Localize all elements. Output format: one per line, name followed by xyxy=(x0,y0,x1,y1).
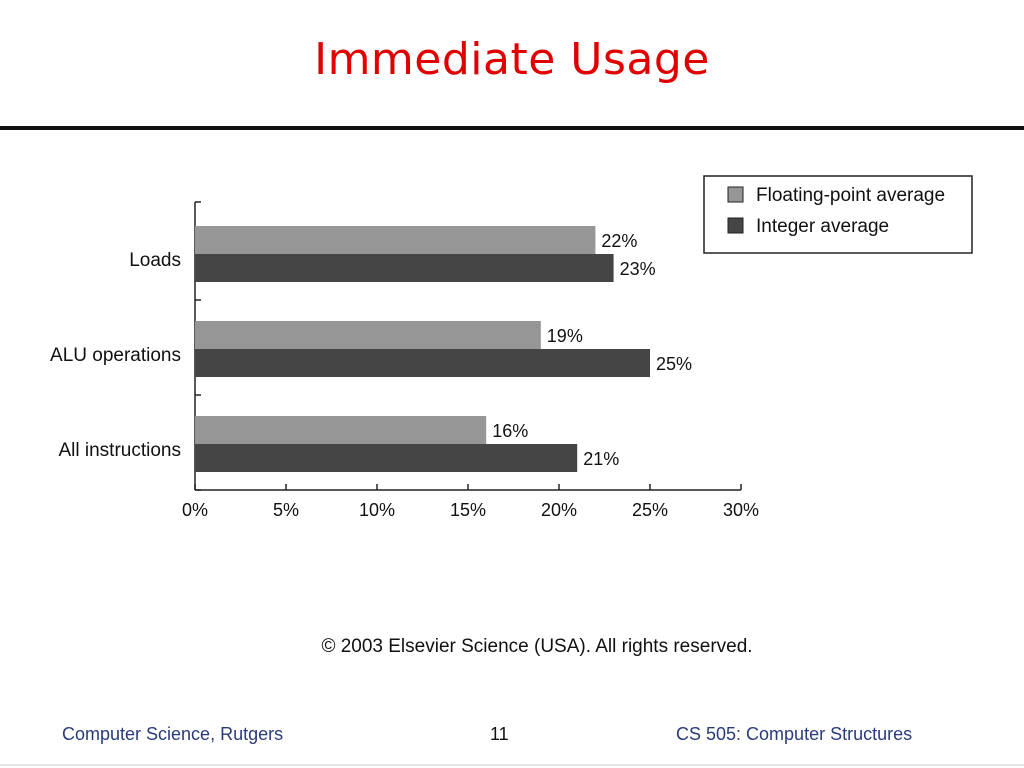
bar-value-label: 19% xyxy=(547,326,583,346)
x-tick-label: 15% xyxy=(450,500,486,520)
bar-value-label: 23% xyxy=(620,259,656,279)
bar-value-label: 16% xyxy=(492,421,528,441)
slide-title: Immediate Usage xyxy=(314,34,710,85)
bar-value-label: 21% xyxy=(583,449,619,469)
bar xyxy=(195,254,614,282)
title-divider xyxy=(0,126,1024,130)
x-tick-label: 0% xyxy=(182,500,208,520)
legend-box xyxy=(703,175,973,254)
legend-swatch xyxy=(727,186,744,203)
bar-chart: 0% 5% 10% 15% 20% 25% 30% Loads 22% 23% ALU operat… xyxy=(50,175,973,520)
bar-value-label: 22% xyxy=(601,231,637,251)
category-label: ALU operations xyxy=(50,345,181,366)
x-tick-label: 30% xyxy=(723,500,759,520)
footer-course-name: CS 505: Computer Structures xyxy=(676,724,913,744)
x-tick-label: 20% xyxy=(541,500,577,520)
bar xyxy=(195,416,487,444)
bar xyxy=(195,226,596,254)
bar xyxy=(195,349,650,377)
x-tick-label: 25% xyxy=(632,500,668,520)
copyright-notice: © 2003 Elsevier Science (USA). All right… xyxy=(321,636,753,657)
footer-page-number: 11 xyxy=(490,724,509,744)
bar xyxy=(195,321,541,349)
category-label: All instructions xyxy=(59,440,182,461)
footer-course-dept: Computer Science, Rutgers xyxy=(62,724,284,744)
bar-value-label: 25% xyxy=(656,354,692,374)
bar xyxy=(195,444,578,472)
footer-divider xyxy=(0,764,1024,766)
legend-label: Integer average xyxy=(756,216,889,237)
x-tick-label: 5% xyxy=(273,500,299,520)
legend-label: Floating-point average xyxy=(756,185,945,206)
category-label: Loads xyxy=(129,250,181,271)
x-tick-label: 10% xyxy=(359,500,395,520)
legend-swatch xyxy=(727,217,744,234)
